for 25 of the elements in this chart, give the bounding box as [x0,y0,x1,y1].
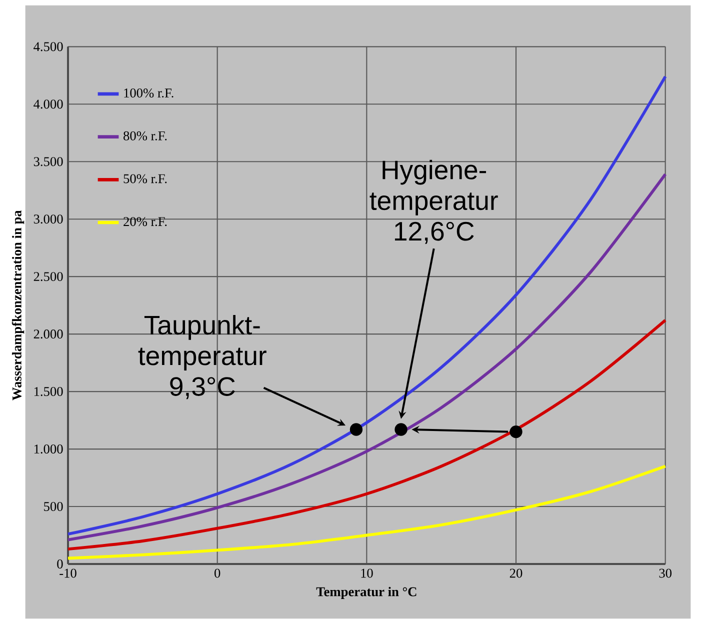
y-tick-label: 4.000 [34,100,63,109]
y-axis-title: Wasserdampfkonzentration in pa [12,210,24,400]
y-tick-label: 0 [57,560,63,568]
y-tick-label: 3.000 [34,214,63,224]
y-tick-label: 2.500 [34,272,63,282]
y-tick-label: 500 [44,502,63,512]
y-tick-label: 4.500 [34,42,63,52]
x-tick-label: -10 [60,568,76,578]
legend-label: 100% r.F. [124,88,174,98]
legend-label: 80% r.F. [124,131,167,140]
x-tick-label: 10 [361,568,373,578]
x-tick-label: 0 [214,568,220,578]
y-tick-label: 1.000 [34,444,63,454]
legend-label: 50% r.F. [124,174,167,184]
annotation: Hygiene-temperatur 12,6°C [370,160,498,244]
line-series [66,75,667,536]
x-axis-title: Temperatur in °C [316,586,416,599]
annotation: Taupunkt-temperatur 9,3°C [138,315,266,400]
x-tick-label: 30 [659,568,672,578]
x-tick-label: 20 [510,568,522,578]
legend-label: 20% r.F. [124,217,167,226]
y-tick-label: 3.500 [34,157,63,166]
line-series [66,464,667,560]
y-tick-label: 2.000 [34,330,63,339]
y-tick-label: 1.500 [34,387,63,396]
